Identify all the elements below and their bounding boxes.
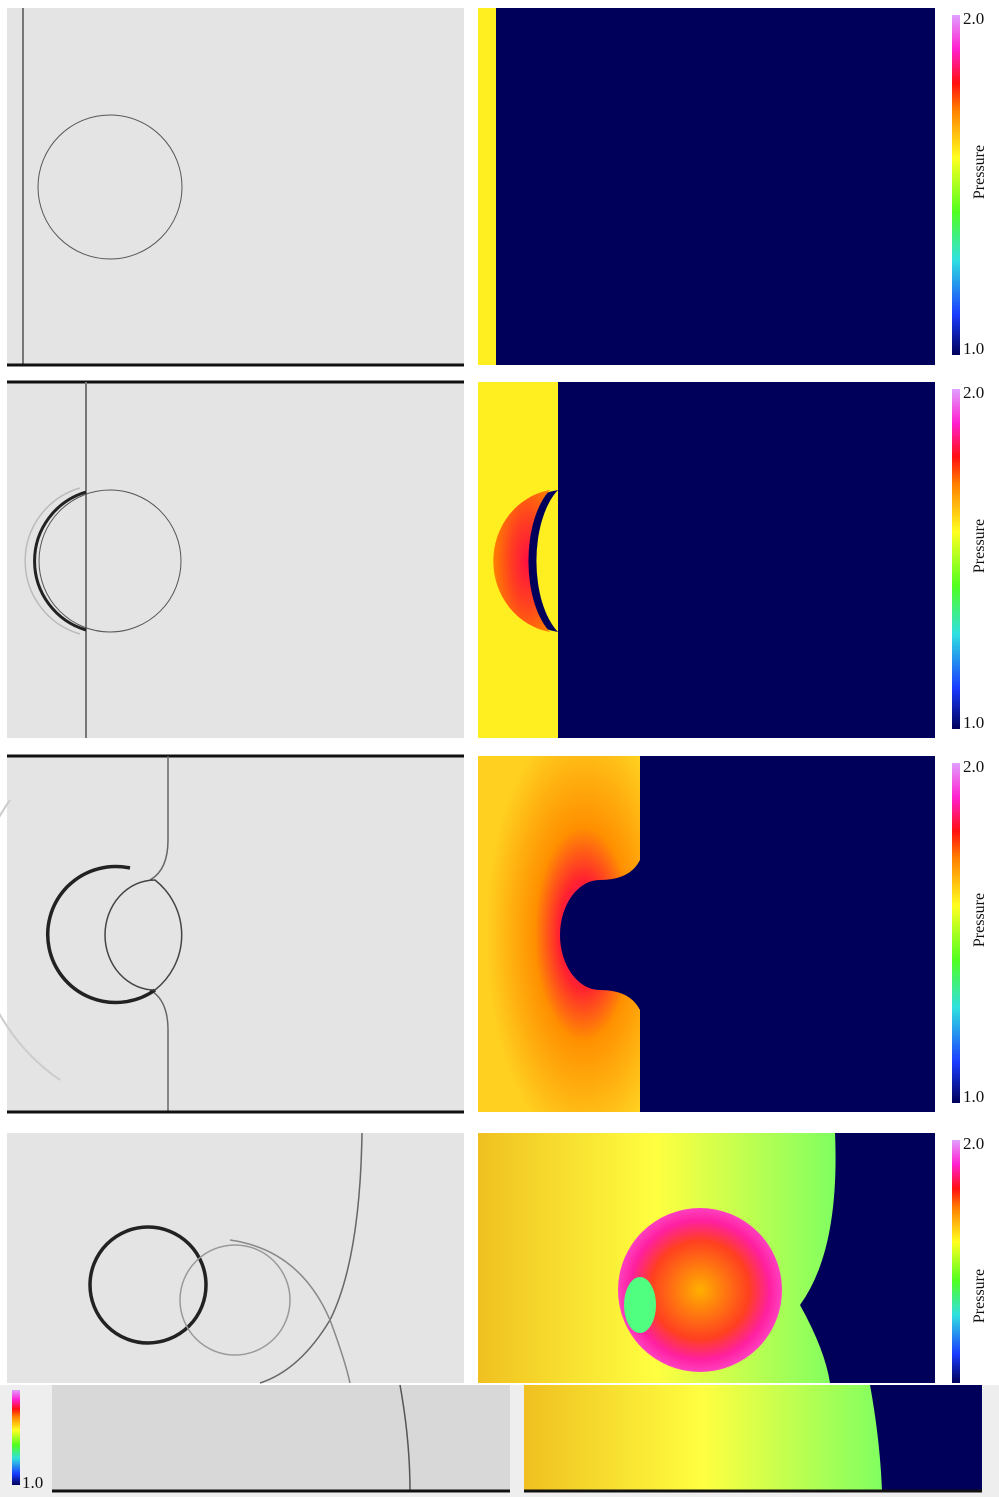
schlieren-panel [7, 756, 464, 1112]
colorbar [952, 1140, 960, 1383]
colorbar-max: 2.0 [963, 1134, 984, 1153]
colorbar-label: Pressure [971, 519, 988, 573]
low-pressure [624, 1277, 656, 1333]
colorbar-label: Pressure [971, 893, 988, 947]
shocked-region [478, 8, 496, 365]
reflected-wave [24, 487, 81, 635]
colorbar-max: 2.0 [963, 383, 984, 402]
row-3: 2.0 1.0 Pressure [0, 754, 988, 1114]
pressure-panel [478, 8, 935, 365]
colorbar-label: Pressure [971, 145, 988, 199]
colorbar-label: Pressure [971, 1269, 988, 1323]
colorbar [952, 389, 960, 729]
colorbar-min: 1.0 [963, 713, 984, 732]
schlieren-panel [7, 1133, 464, 1383]
shocked-region [524, 1385, 882, 1491]
bubble [104, 879, 183, 991]
row-2: 2.0 1.0 Pressure [7, 380, 988, 738]
colorbar [12, 1390, 20, 1485]
row-4: 2.0 Pressure [7, 1132, 988, 1384]
bubble [88, 1225, 208, 1345]
row-1: 2.0 1.0 Pressure [7, 8, 988, 367]
shock-line [399, 1384, 411, 1492]
bubble [37, 114, 183, 260]
row-5: 1.0 [0, 1384, 999, 1497]
high-pressure [618, 1208, 782, 1372]
colorbar [952, 763, 960, 1103]
schlieren-panel [52, 1385, 510, 1491]
schlieren-panel [7, 382, 464, 738]
reflected-wave [0, 799, 61, 1081]
colorbar-min: 1.0 [963, 1087, 984, 1106]
shocked-region [478, 756, 640, 1112]
colorbar-min: 1.0 [22, 1473, 43, 1492]
colorbar-max: 2.0 [963, 9, 984, 28]
inner-wave [179, 1244, 291, 1356]
high-pressure [493, 490, 550, 632]
reflected-wave [229, 1239, 351, 1384]
bubble [38, 489, 182, 633]
shock-line [259, 1132, 363, 1384]
colorbar-min: 1.0 [963, 339, 984, 358]
schlieren-panel [7, 8, 464, 365]
colorbar [952, 15, 960, 355]
refracted-wave [45, 864, 157, 1005]
refracted-wave [33, 490, 87, 632]
colorbar-max: 2.0 [963, 757, 984, 776]
